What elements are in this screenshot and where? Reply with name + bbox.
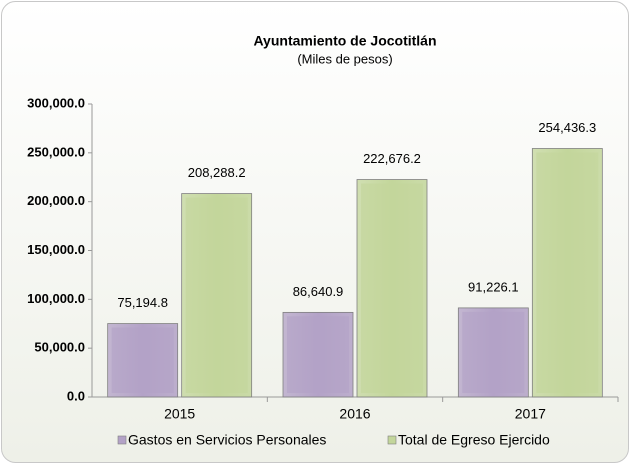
data-label: 91,226.1 [468, 279, 519, 294]
bar-bevel [462, 311, 525, 393]
data-label: 86,640.9 [293, 284, 344, 299]
y-tick-label: 250,000.0 [27, 144, 85, 159]
bar-bevel [536, 152, 599, 393]
x-tick-label: 2017 [515, 406, 546, 422]
legend-swatch [387, 435, 397, 445]
x-tick-label: 2015 [164, 406, 195, 422]
y-tick-label: 150,000.0 [27, 242, 85, 257]
bar-bevel [287, 316, 349, 393]
data-label: 75,194.8 [117, 295, 168, 310]
y-tick-label: 0.0 [67, 388, 85, 403]
legend-swatch [117, 435, 127, 445]
legend-label: Gastos en Servicios Personales [128, 432, 326, 448]
bar-bevel [185, 197, 248, 393]
data-label: 254,436.3 [538, 120, 596, 135]
y-tick-label: 300,000.0 [27, 95, 85, 110]
chart-subtitle: (Miles de pesos) [297, 51, 392, 66]
bar-bevel [361, 183, 423, 393]
data-label: 222,676.2 [363, 151, 421, 166]
x-tick-label: 2016 [339, 406, 370, 422]
legend-label: Total de Egreso Ejercido [398, 432, 550, 448]
data-label: 208,288.2 [188, 165, 246, 180]
y-tick-label: 50,000.0 [34, 340, 85, 355]
bar-bevel [111, 327, 174, 393]
y-tick-label: 200,000.0 [27, 193, 85, 208]
chart-title: Ayuntamiento de Jocotitlán [253, 33, 436, 49]
y-tick-label: 100,000.0 [27, 291, 85, 306]
